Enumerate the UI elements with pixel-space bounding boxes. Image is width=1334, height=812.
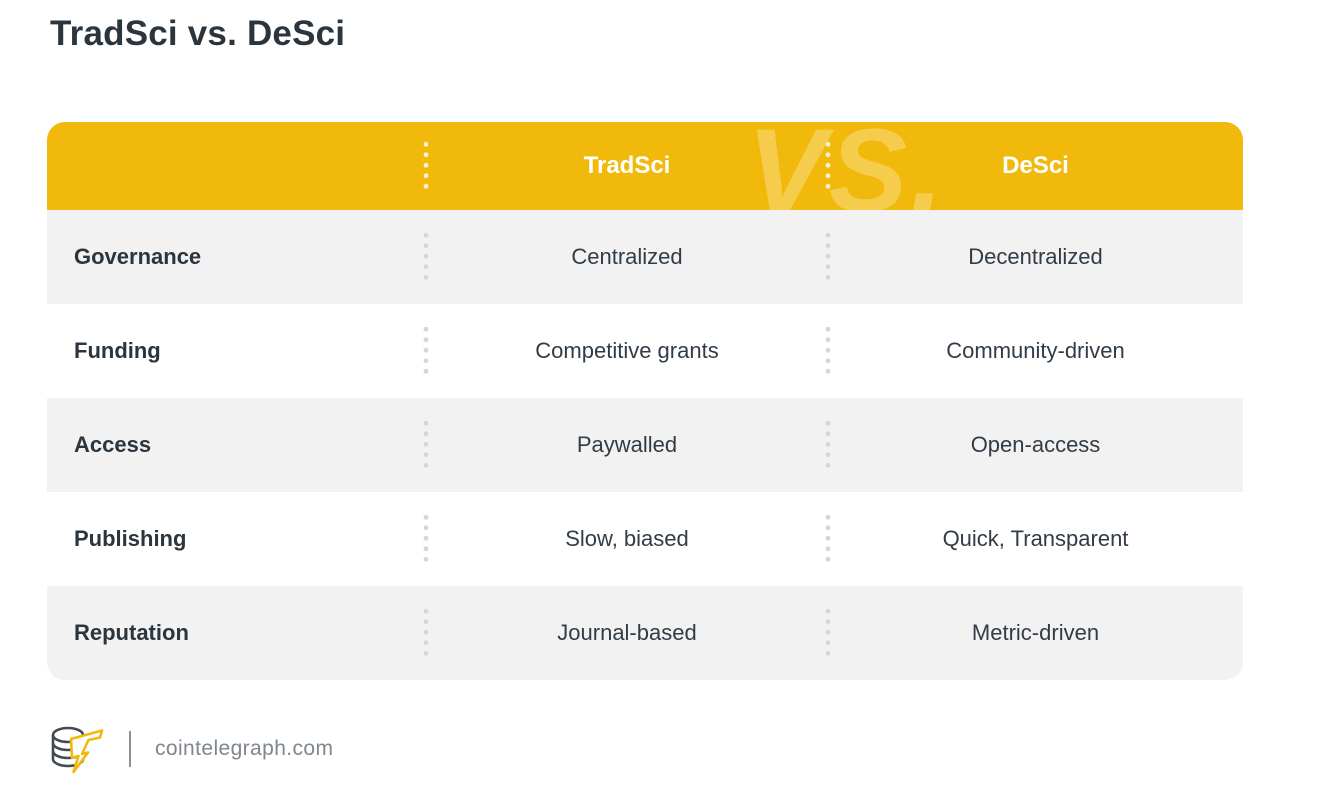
dotted-divider-icon	[423, 606, 429, 660]
table-row-governance: Governance Centralized Decentralized	[47, 210, 1243, 304]
dotted-divider-icon	[423, 512, 429, 566]
desci-value: Open-access	[970, 432, 1101, 457]
desci-value: Decentralized	[968, 244, 1103, 269]
page-title: TradSci vs. DeSci	[50, 14, 346, 53]
dotted-divider-icon	[423, 418, 429, 472]
cointelegraph-logo-icon	[51, 726, 104, 774]
header-tradsci: TradSci	[583, 152, 671, 179]
tradsci-value: Centralized	[571, 244, 683, 269]
footer-divider	[129, 731, 131, 767]
table-row-access: Access Paywalled Open-access	[47, 398, 1243, 492]
vs-watermark: VS.	[747, 122, 947, 210]
table-row-publishing: Publishing Slow, biased Quick, Transpare…	[47, 492, 1243, 586]
row-label: Reputation	[74, 620, 189, 645]
table-header-row: VS. TradSci DeSci	[47, 122, 1243, 210]
comparison-table: VS. TradSci DeSci Governance Centralized…	[47, 122, 1243, 680]
lightning-bolt-icon	[69, 729, 104, 774]
dotted-divider-icon	[825, 418, 831, 472]
tradsci-value: Slow, biased	[565, 526, 689, 551]
footer: cointelegraph.com	[47, 720, 333, 778]
tradsci-value: Journal-based	[557, 620, 697, 645]
dotted-divider-icon	[825, 324, 831, 378]
row-label: Publishing	[74, 526, 187, 551]
desci-value: Metric-driven	[971, 620, 1100, 645]
dotted-divider-icon	[825, 606, 831, 660]
tradsci-value: Paywalled	[576, 432, 678, 457]
footer-site-label: cointelegraph.com	[155, 737, 334, 760]
desci-value: Quick, Transparent	[942, 526, 1129, 551]
dotted-divider-icon	[825, 230, 831, 284]
tradsci-value: Competitive grants	[535, 338, 719, 363]
table-row-reputation: Reputation Journal-based Metric-driven	[47, 586, 1243, 680]
row-label: Governance	[74, 244, 202, 269]
dotted-divider-icon	[423, 139, 429, 193]
row-label: Funding	[74, 338, 161, 363]
row-label: Access	[74, 432, 152, 457]
dotted-divider-icon	[825, 512, 831, 566]
table-row-funding: Funding Competitive grants Community-dri…	[47, 304, 1243, 398]
desci-value: Community-driven	[946, 338, 1125, 363]
dotted-divider-icon	[825, 139, 831, 193]
dotted-divider-icon	[423, 230, 429, 284]
dotted-divider-icon	[423, 324, 429, 378]
header-desci: DeSci	[1002, 152, 1069, 179]
